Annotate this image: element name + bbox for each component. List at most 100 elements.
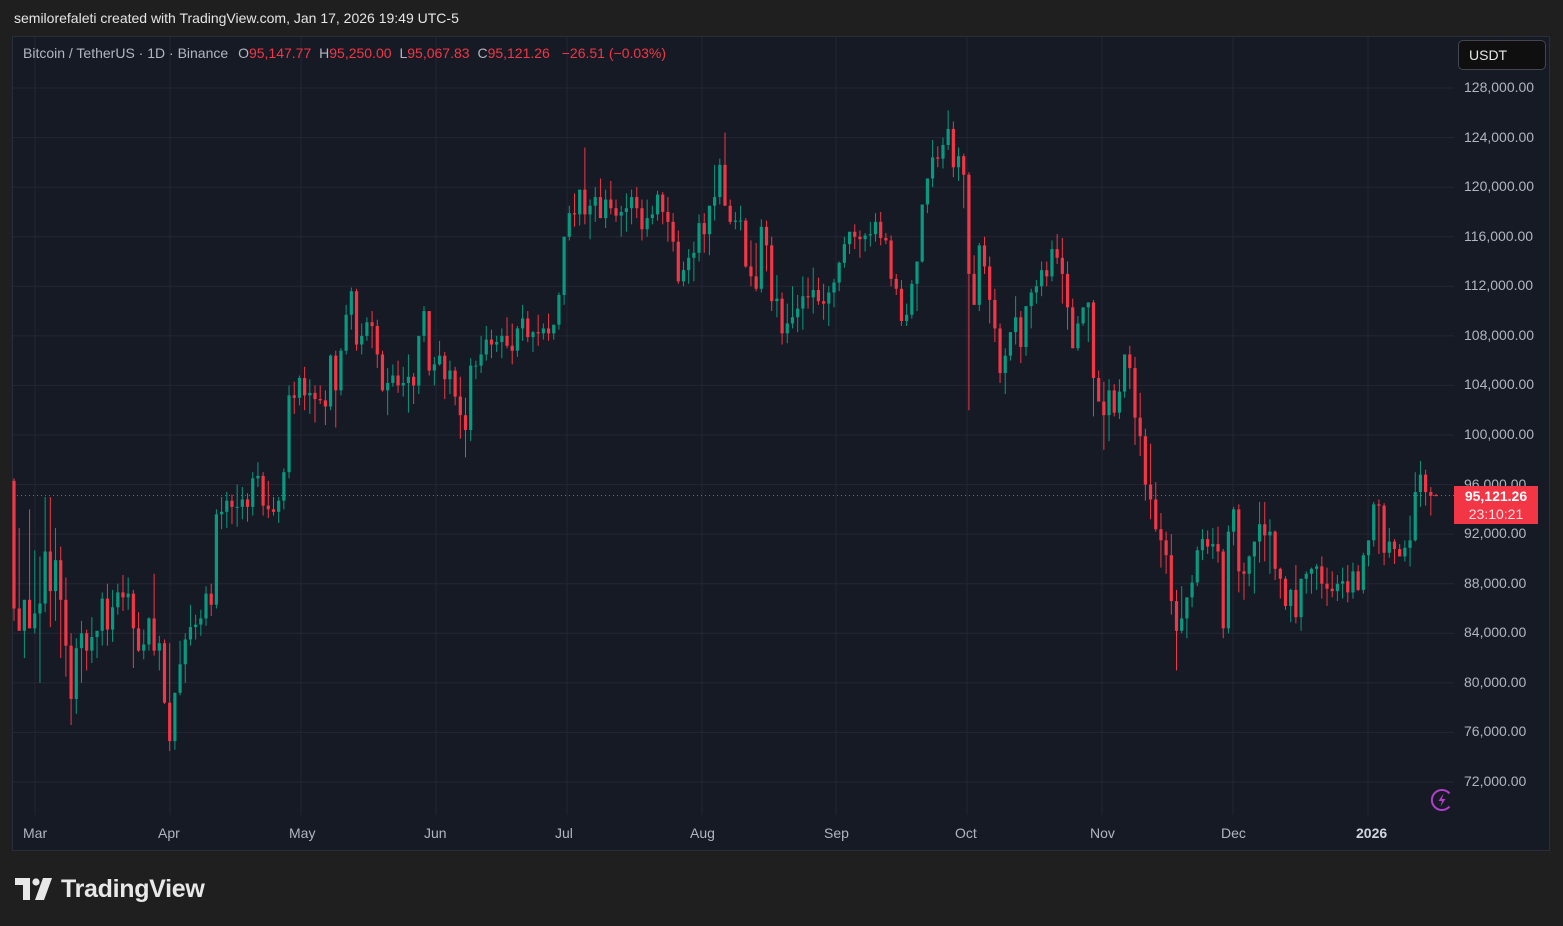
candle	[936, 157, 940, 159]
time-tick-label: May	[289, 825, 316, 841]
candle	[1169, 555, 1173, 602]
candle	[562, 236, 566, 295]
candle	[365, 322, 369, 336]
candle	[816, 290, 821, 302]
candle	[1330, 588, 1334, 592]
candle	[676, 241, 680, 282]
candle	[578, 189, 582, 215]
candle	[1366, 540, 1371, 556]
candle	[48, 551, 52, 592]
candle	[1237, 509, 1241, 572]
candle	[609, 199, 613, 209]
candle	[1398, 549, 1402, 557]
candle	[33, 613, 37, 629]
candle	[588, 205, 592, 215]
candle	[1273, 531, 1277, 569]
symbol-label[interactable]: Bitcoin / TetherUS · 1D · Binance	[23, 45, 229, 61]
candle	[391, 375, 395, 383]
candle	[671, 221, 675, 242]
price-tick-label: 80,000.00	[1464, 673, 1527, 690]
candle	[1200, 539, 1205, 551]
candle	[209, 593, 213, 605]
candle	[645, 218, 649, 230]
candle	[1434, 495, 1438, 497]
candle	[495, 342, 499, 345]
candle	[219, 511, 224, 515]
candle	[303, 377, 307, 396]
candle	[53, 560, 58, 592]
candle	[905, 314, 909, 321]
candle	[349, 291, 353, 315]
candle	[1304, 573, 1308, 579]
candle	[552, 324, 556, 334]
candle	[90, 637, 94, 651]
candle	[1315, 566, 1319, 569]
candle	[100, 598, 104, 631]
candle	[733, 220, 737, 222]
candle	[951, 128, 955, 168]
tradingview-logo[interactable]: TradingView	[15, 874, 205, 904]
candle	[531, 332, 535, 338]
candle	[277, 500, 281, 512]
candle	[282, 472, 286, 501]
candle	[941, 145, 945, 159]
candle	[655, 194, 660, 215]
candle	[121, 592, 125, 598]
candle	[396, 375, 400, 386]
price-tick-label: 108,000.00	[1464, 326, 1535, 343]
candle	[930, 157, 935, 179]
candle	[827, 292, 831, 304]
candle	[1206, 539, 1210, 547]
candle	[1289, 589, 1293, 607]
candle	[749, 266, 753, 277]
candle	[1112, 390, 1116, 413]
candle	[1283, 578, 1288, 607]
candle	[370, 322, 374, 326]
candle	[692, 252, 696, 258]
candle	[1039, 270, 1044, 287]
price-tick-label: 72,000.00	[1464, 773, 1527, 789]
candle	[162, 643, 167, 703]
candle	[801, 296, 805, 309]
candle	[131, 593, 135, 629]
candle	[183, 639, 187, 665]
candle	[194, 624, 198, 628]
chart-frame[interactable]	[12, 36, 1550, 851]
candle	[1081, 307, 1085, 324]
candle	[1055, 249, 1059, 258]
candle	[1257, 524, 1262, 542]
candle	[744, 220, 748, 267]
price-tick-label: 100,000.00	[1464, 426, 1535, 442]
candle	[1117, 391, 1122, 413]
candle	[323, 400, 327, 407]
candle	[1154, 499, 1158, 530]
currency-button[interactable]: USDT	[1458, 40, 1546, 70]
candle	[417, 335, 421, 386]
candle	[879, 221, 883, 238]
candle	[1211, 544, 1215, 547]
candle	[443, 355, 447, 380]
candle	[1091, 302, 1096, 378]
ohlc-legend: Bitcoin / TetherUS · 1D · Binance O95,14…	[23, 45, 666, 61]
candle	[593, 197, 597, 206]
candle	[1034, 286, 1038, 293]
candle	[412, 376, 416, 386]
candle	[1086, 302, 1090, 308]
candle	[261, 475, 265, 506]
candle	[437, 355, 442, 365]
candle	[1159, 529, 1163, 541]
candle	[619, 211, 623, 216]
candle	[448, 370, 452, 380]
candle	[666, 211, 670, 222]
candle	[360, 335, 364, 345]
candle	[1346, 581, 1350, 593]
candle	[858, 236, 862, 240]
candle	[1351, 571, 1355, 593]
time-tick-label: Mar	[23, 825, 48, 841]
candle	[453, 370, 457, 397]
lightning-bolt-icon[interactable]	[1429, 787, 1455, 813]
candle	[354, 291, 359, 345]
candle	[1226, 531, 1231, 629]
time-tick-label: Oct	[955, 825, 977, 841]
